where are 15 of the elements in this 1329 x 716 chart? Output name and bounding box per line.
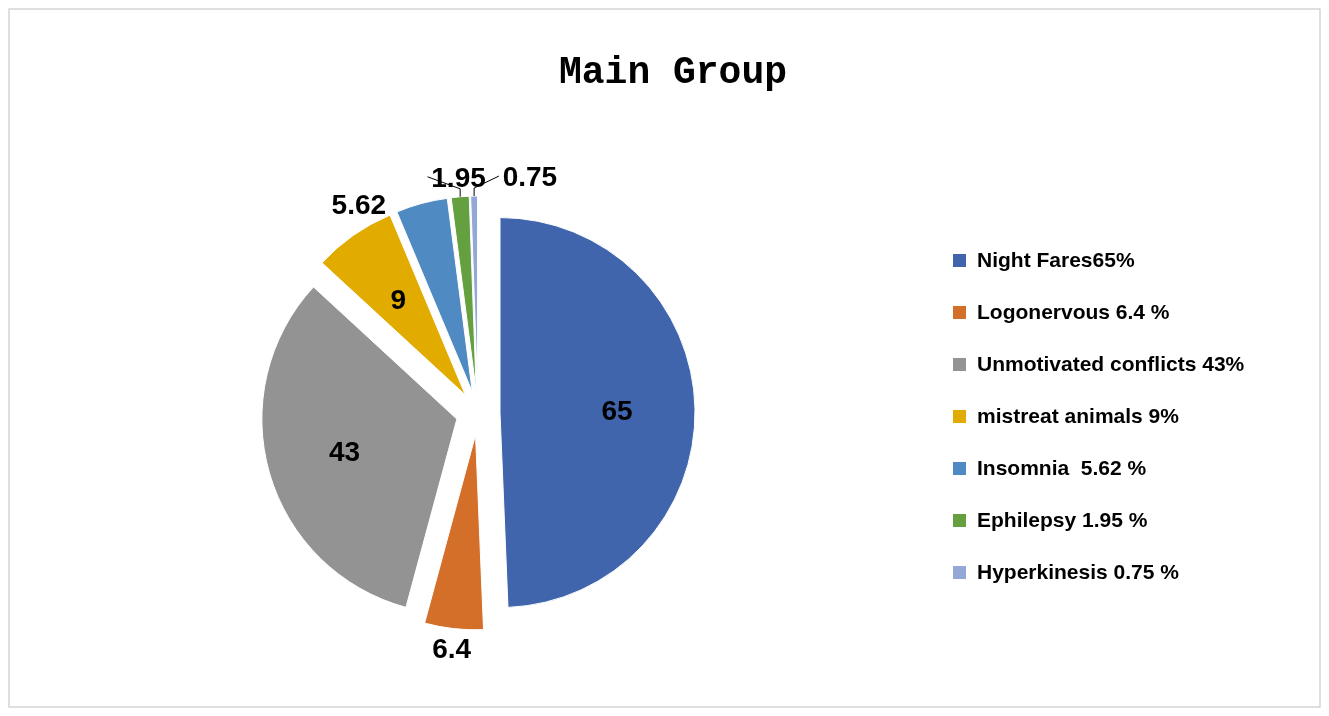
data-label: 1.95 [431, 161, 486, 193]
legend-label: Unmotivated conflicts 43% [977, 352, 1245, 376]
data-label: 5.62 [331, 189, 387, 221]
data-label: 65 [601, 394, 633, 426]
chart-title: Main Group [558, 51, 788, 94]
data-label: 6.4 [432, 633, 472, 665]
legend-label: Night Fares65% [977, 248, 1135, 272]
data-label: 0.75 [502, 160, 558, 192]
legend-label: Insomnia 5.62 % [977, 456, 1147, 480]
data-label: 43 [328, 436, 361, 468]
legend-label: Hyperkinesis 0.75 % [977, 560, 1180, 584]
legend-label: Ephilepsy 1.95 % [977, 508, 1148, 532]
legend-label: mistreat animals 9% [977, 404, 1180, 428]
legend-label: Logonervous 6.4 % [977, 300, 1170, 324]
data-label: 9 [390, 283, 406, 315]
